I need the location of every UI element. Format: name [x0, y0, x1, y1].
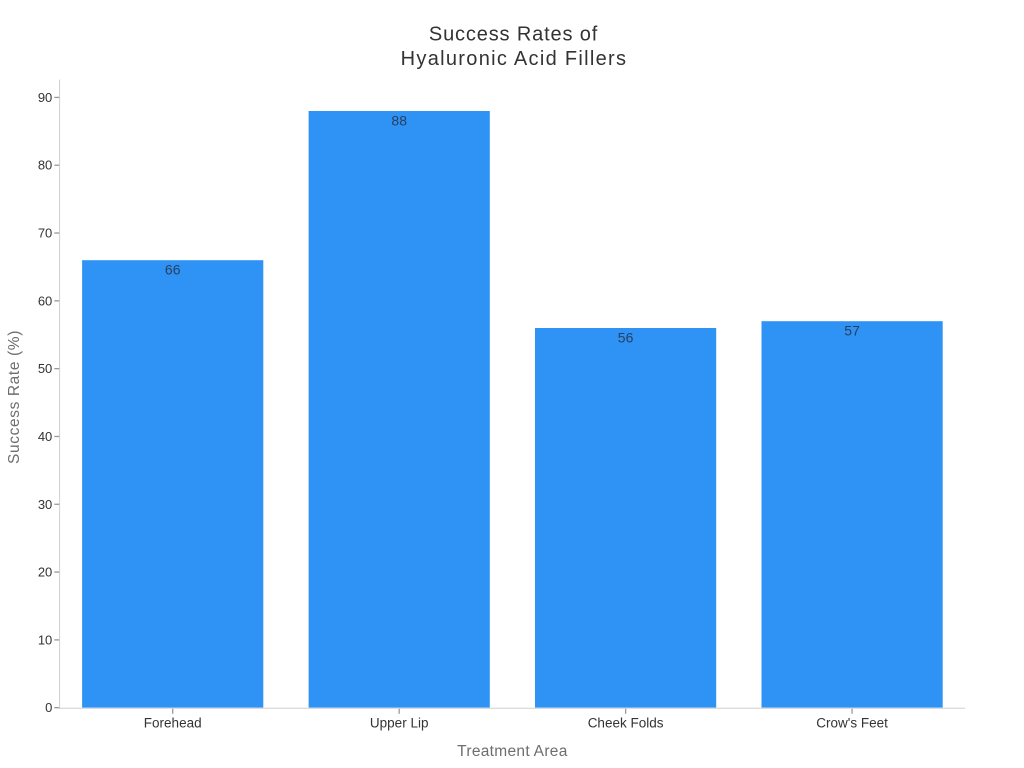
- svg-text:80: 80: [38, 158, 52, 173]
- svg-text:Success Rate (%): Success Rate (%): [6, 330, 23, 464]
- svg-text:Cheek Folds: Cheek Folds: [588, 715, 664, 730]
- svg-text:30: 30: [38, 497, 52, 512]
- svg-text:Success Rates of: Success Rates of: [429, 23, 598, 45]
- svg-text:90: 90: [38, 90, 52, 105]
- svg-text:60: 60: [38, 293, 52, 308]
- svg-text:70: 70: [38, 226, 52, 241]
- svg-text:0: 0: [45, 700, 52, 715]
- svg-text:50: 50: [38, 361, 52, 376]
- svg-text:Hyaluronic Acid Fillers: Hyaluronic Acid Fillers: [401, 48, 628, 70]
- svg-text:Treatment Area: Treatment Area: [457, 743, 568, 760]
- svg-text:20: 20: [38, 565, 52, 580]
- svg-text:57: 57: [844, 323, 860, 339]
- svg-text:Crow's Feet: Crow's Feet: [816, 715, 888, 730]
- svg-text:56: 56: [618, 329, 634, 345]
- svg-text:10: 10: [38, 632, 52, 647]
- svg-text:66: 66: [165, 262, 181, 278]
- svg-text:Forehead: Forehead: [144, 715, 202, 730]
- svg-text:Upper Lip: Upper Lip: [370, 715, 429, 730]
- svg-text:40: 40: [38, 429, 52, 444]
- svg-text:88: 88: [391, 112, 407, 128]
